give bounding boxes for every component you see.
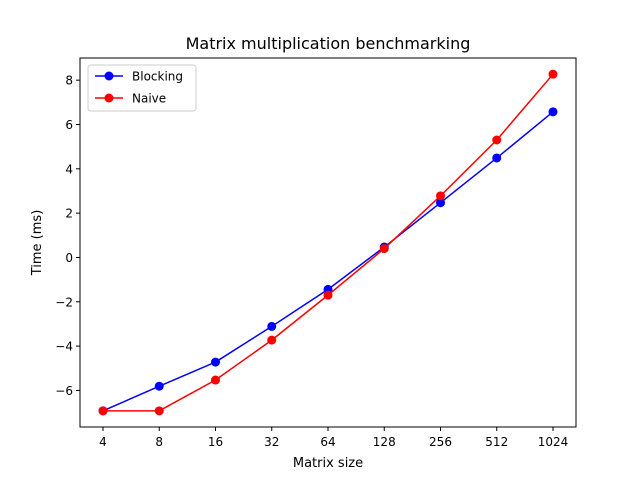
x-tick-label: 32	[264, 435, 279, 449]
y-tick-label: −2	[55, 295, 73, 309]
data-point-naive	[436, 191, 445, 201]
x-tick-label: 8	[155, 435, 163, 449]
data-point-naive	[548, 69, 558, 79]
y-tick-label: −6	[55, 384, 73, 398]
axes-frame	[79, 57, 577, 428]
legend: Blocking Naive	[87, 64, 197, 112]
y-tick-label: 0	[65, 251, 73, 265]
y-tick-label: 2	[65, 207, 73, 221]
x-axis: 4 8 16 32 64 128 256 512 1024	[99, 427, 568, 449]
data-point-blocking	[436, 198, 445, 208]
y-axis-label: Time (ms)	[30, 210, 45, 277]
legend-label-blocking: Blocking	[132, 70, 183, 84]
y-tick-label: 8	[65, 74, 73, 88]
data-point-blocking	[211, 357, 220, 367]
x-tick-label: 512	[485, 435, 508, 449]
legend-marker-naive	[104, 93, 114, 103]
y-axis: −6 −4 −2 0 2 4 6 8	[55, 74, 80, 398]
x-tick-label: 1024	[538, 435, 569, 449]
data-point-blocking	[154, 381, 164, 391]
data-point-naive	[98, 406, 108, 416]
y-tick-label: −4	[55, 340, 73, 354]
data-point-blocking	[267, 321, 277, 331]
series-layer	[98, 69, 558, 416]
data-point-naive	[323, 290, 333, 300]
chart-title: Matrix multiplication benchmarking	[186, 34, 471, 53]
x-tick-label: 256	[429, 435, 452, 449]
legend-label-naive: Naive	[132, 92, 166, 106]
x-axis-label: Matrix size	[293, 456, 363, 471]
data-point-naive	[267, 335, 277, 345]
data-point-naive	[154, 406, 164, 416]
data-point-blocking	[492, 153, 502, 163]
x-tick-label: 128	[373, 435, 396, 449]
data-point-blocking	[548, 107, 558, 117]
x-tick-label: 4	[99, 435, 107, 449]
data-point-naive	[211, 375, 220, 385]
x-tick-label: 16	[208, 435, 223, 449]
data-point-naive	[492, 135, 502, 145]
x-tick-label: 64	[320, 435, 335, 449]
y-tick-label: 6	[65, 118, 73, 132]
y-tick-label: 4	[65, 162, 73, 176]
data-point-naive	[379, 244, 389, 254]
legend-marker-blocking	[104, 71, 114, 81]
